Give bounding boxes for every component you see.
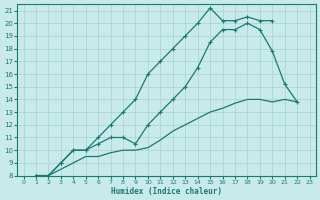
X-axis label: Humidex (Indice chaleur): Humidex (Indice chaleur) <box>111 187 222 196</box>
